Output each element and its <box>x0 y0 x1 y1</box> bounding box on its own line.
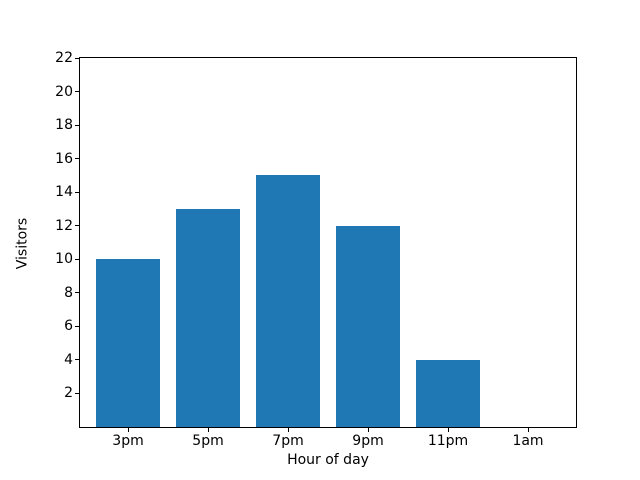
x-tick-label: 7pm <box>272 433 304 449</box>
x-tick-label: 5pm <box>192 433 224 449</box>
bar-5pm <box>176 208 240 427</box>
x-tick-label: 9pm <box>352 433 384 449</box>
y-tick-label: 18 <box>55 117 73 134</box>
y-tick-label: 6 <box>64 318 73 335</box>
x-tick-label: 3pm <box>112 433 144 449</box>
y-tick-mark <box>75 124 80 126</box>
x-tick-label: 1am <box>512 433 544 449</box>
x-tick-mark <box>447 427 449 432</box>
y-tick-mark <box>75 91 80 93</box>
y-tick-label: 16 <box>55 150 73 167</box>
x-tick-mark <box>527 427 529 432</box>
y-tick-label: 2 <box>64 385 73 402</box>
y-tick-label: 4 <box>64 351 73 368</box>
bar-3pm <box>96 259 160 427</box>
x-tick-mark <box>127 427 129 432</box>
y-tick-label: 10 <box>55 251 73 268</box>
y-tick-label: 12 <box>55 217 73 234</box>
y-tick-mark <box>75 57 80 59</box>
y-tick-mark <box>75 258 80 260</box>
y-tick-mark <box>75 225 80 227</box>
bar-9pm <box>336 225 400 427</box>
x-tick-mark <box>207 427 209 432</box>
x-tick-mark <box>287 427 289 432</box>
y-tick-mark <box>75 325 80 327</box>
x-tick-label: 11pm <box>427 433 469 449</box>
y-axis-label: Visitors <box>14 217 31 270</box>
y-tick-mark <box>75 392 80 394</box>
y-tick-mark <box>75 292 80 294</box>
y-tick-label: 8 <box>64 284 73 301</box>
x-axis-label: Hour of day <box>287 452 369 468</box>
y-tick-mark <box>75 191 80 193</box>
y-tick-label: 14 <box>55 184 73 201</box>
y-tick-mark <box>75 359 80 361</box>
y-tick-label: 22 <box>55 50 73 66</box>
bar-7pm <box>256 175 320 427</box>
x-tick-mark <box>367 427 369 432</box>
y-tick-mark <box>75 158 80 160</box>
bar-11pm <box>416 359 480 427</box>
y-tick-label: 20 <box>55 83 73 100</box>
plot-area <box>80 58 576 427</box>
